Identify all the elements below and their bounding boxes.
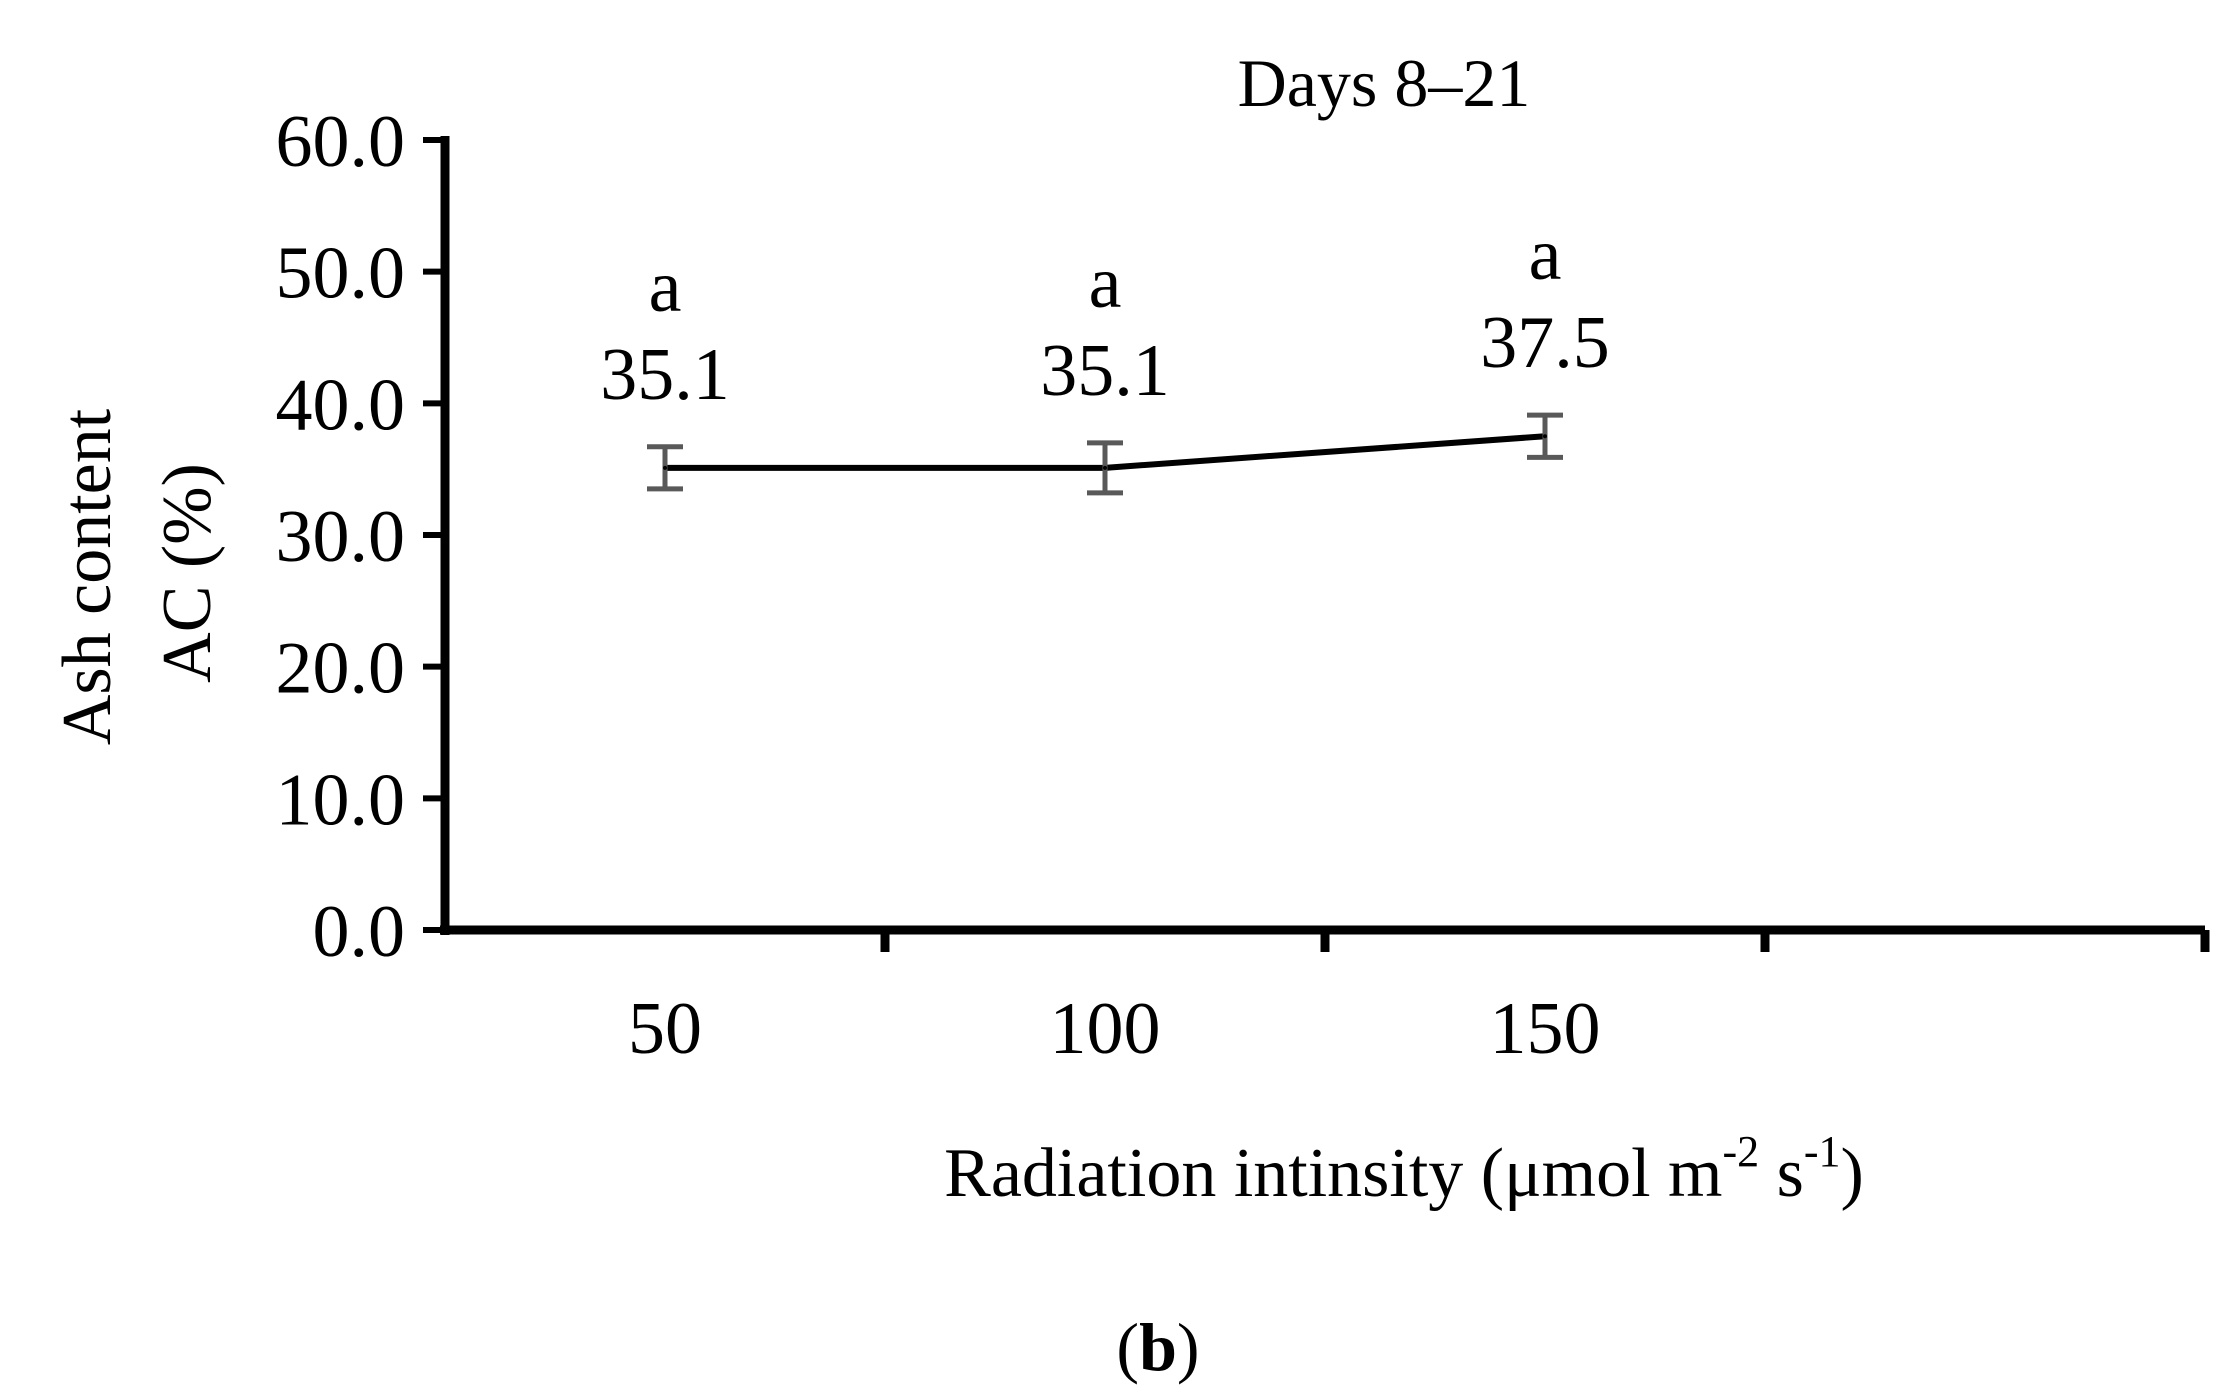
x-tick-label: 100	[1050, 988, 1161, 1070]
panel-label: (b)	[1116, 1309, 1199, 1385]
x-axis-title-sup-1: -2	[1722, 1127, 1759, 1176]
x-tick-label: 50	[628, 988, 702, 1070]
significance-letter: a	[1529, 214, 1562, 296]
data-point	[663, 465, 667, 470]
data-label: 35.1	[600, 334, 730, 416]
chart-title: Days 8–21	[1238, 45, 1531, 121]
data-point	[1103, 465, 1107, 470]
y-tick-label: 40.0	[276, 364, 406, 446]
y-axis-title-line-2: AC (%)	[149, 463, 226, 683]
x-axis-title-sup-2: -1	[1804, 1127, 1841, 1176]
data-point	[1543, 434, 1547, 439]
y-axis-title: Ash content AC (%)	[49, 408, 226, 745]
x-axis-title-mid: s	[1759, 1135, 1804, 1212]
y-tick-label: 10.0	[276, 759, 406, 841]
x-tick-label: 150	[1490, 988, 1601, 1070]
y-tick-label: 20.0	[276, 628, 406, 710]
significance-letter: a	[649, 246, 682, 328]
y-tick-label: 50.0	[276, 233, 406, 315]
x-axis-title: Radiation intinsity (μmol m-2 s-1)	[944, 1127, 1864, 1212]
y-tick-label: 0.0	[313, 891, 406, 973]
panel-label-open: (	[1116, 1309, 1139, 1385]
y-tick-label: 60.0	[276, 101, 406, 183]
y-tick-label: 30.0	[276, 496, 406, 578]
panel-label-letter: b	[1139, 1309, 1177, 1385]
data-label: 37.5	[1480, 302, 1610, 384]
significance-letter: a	[1089, 242, 1122, 324]
data-label: 35.1	[1040, 330, 1170, 412]
x-axis-title-end: )	[1841, 1135, 1864, 1212]
panel-label-close: )	[1177, 1309, 1200, 1385]
y-axis-title-line-1: Ash content	[49, 408, 126, 745]
x-axis-title-main: Radiation intinsity (μmol m	[944, 1135, 1722, 1212]
plot-area: 0.010.020.030.040.050.060.050 100 15035.1a…	[276, 101, 2210, 1070]
